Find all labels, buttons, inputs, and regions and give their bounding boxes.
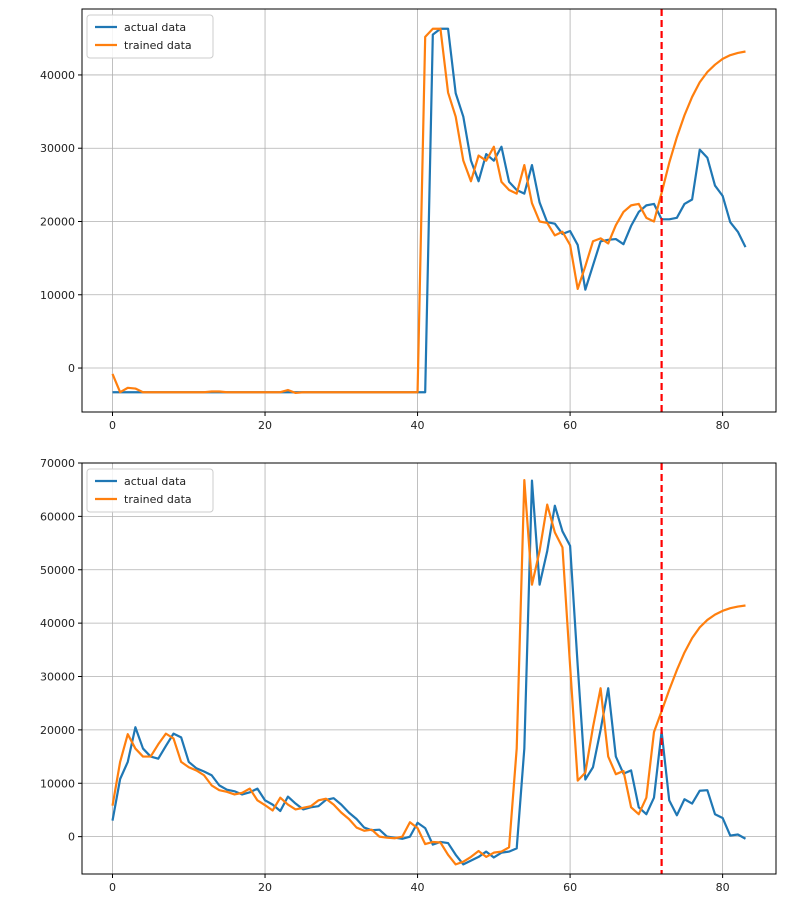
legend: actual data trained data — [86, 468, 214, 513]
y-tick-label: 0 — [68, 362, 75, 375]
y-tick-label: 60000 — [40, 510, 75, 523]
legend-box — [86, 14, 214, 59]
x-tick-label: 40 — [411, 419, 425, 432]
x-tick-label: 20 — [258, 881, 272, 894]
axes-frame — [81, 8, 777, 413]
x-tick-label: 60 — [563, 881, 577, 894]
series-line-trained-data — [111, 478, 746, 866]
plot-area — [111, 478, 747, 866]
x-tick-label: 0 — [109, 419, 116, 432]
x-tick-label: 20 — [258, 419, 272, 432]
series-line-trained-data — [111, 27, 746, 395]
legend-label: trained data — [124, 493, 192, 506]
y-tick-label: 40000 — [40, 617, 75, 630]
legend: actual data trained data — [86, 14, 214, 59]
series-line-actual-data — [111, 479, 747, 866]
y-tick-label: 10000 — [40, 289, 75, 302]
y-tick-label: 50000 — [40, 564, 75, 577]
y-tick-label: 20000 — [40, 724, 75, 737]
chart-top: 0 20 40 60 80 0 10000 20000 30000 40000 actual dat… — [40, 8, 777, 432]
x-tick-label: 80 — [716, 881, 730, 894]
y-tick-label: 0 — [68, 831, 75, 844]
y-tick-label: 20000 — [40, 215, 75, 228]
y-tick-label: 30000 — [40, 142, 75, 155]
legend-label: actual data — [124, 475, 186, 488]
x-tick-label: 40 — [411, 881, 425, 894]
x-tick-label: 80 — [716, 419, 730, 432]
y-tick-label: 30000 — [40, 671, 75, 684]
x-tick-label: 60 — [563, 419, 577, 432]
chart-bottom: 0 20 40 60 80 0 10000 20000 30000 40000 50000 60000… — [40, 457, 777, 894]
y-tick-label: 10000 — [40, 777, 75, 790]
legend-box — [86, 468, 214, 513]
y-tick-label: 70000 — [40, 457, 75, 470]
legend-label: trained data — [124, 39, 192, 52]
y-tick-label: 40000 — [40, 69, 75, 82]
plot-area — [111, 27, 747, 395]
legend-label: actual data — [124, 21, 186, 34]
axes-frame — [81, 462, 777, 875]
x-tick-label: 0 — [109, 881, 116, 894]
